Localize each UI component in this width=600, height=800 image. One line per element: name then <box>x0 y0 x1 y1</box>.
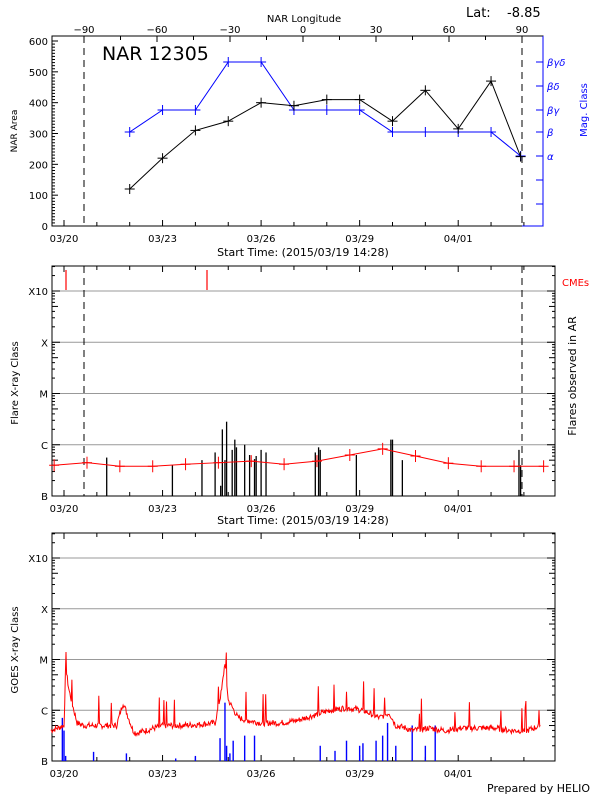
y-axis-label: GOES X-ray Class <box>10 606 21 693</box>
y-tick-label: X10 <box>28 554 48 565</box>
top-axis-label: NAR Longitude <box>267 14 341 25</box>
top-tick-label: −60 <box>146 25 167 36</box>
top-tick-label: 90 <box>516 25 529 36</box>
x-tick-label: 03/26 <box>247 234 276 245</box>
y-tick-label: M <box>39 656 48 667</box>
y-tick-label: 400 <box>29 99 48 110</box>
y-tick-label: M <box>39 390 48 401</box>
lat-value: -8.85 <box>507 6 541 21</box>
y-tick-label: X <box>41 605 48 616</box>
x-axis-label: Start Time: (2015/03/19 14:28) <box>217 514 389 527</box>
y2-axis-label: Mag. Class <box>579 83 590 137</box>
x-tick-label: 04/01 <box>444 769 473 780</box>
y-tick-label: C <box>41 706 48 717</box>
x-tick-label: 04/01 <box>444 504 473 515</box>
goes-long-line <box>50 651 541 737</box>
mag-tick-label: α <box>547 152 554 163</box>
x-tick-label: 03/29 <box>345 504 374 515</box>
y-axis-label: Flare X-ray Class <box>10 341 21 425</box>
plot-frame <box>51 532 556 762</box>
x-tick-label: 03/29 <box>345 769 374 780</box>
top-tick-label: −30 <box>219 25 240 36</box>
panel-title: NAR 12305 <box>102 43 209 65</box>
top-tick-label: 30 <box>370 25 383 36</box>
mag-tick-label: β <box>546 128 554 139</box>
x-tick-label: 03/23 <box>148 504 177 515</box>
x-tick-label: 03/20 <box>50 234 79 245</box>
panel-flares: B C M X X10 03/20 03/23 03/26 03/29 04/01 CMEs F… <box>10 265 589 527</box>
trend-line <box>54 448 544 467</box>
y-tick-label: X <box>41 338 48 349</box>
x-tick-label: 03/23 <box>148 769 177 780</box>
y-tick-label: X10 <box>28 287 48 298</box>
plot-frame <box>51 265 556 497</box>
cme-legend: CMEs <box>562 278 589 289</box>
x-tick-label: 03/20 <box>50 769 79 780</box>
top-tick-label: 60 <box>443 25 456 36</box>
y-tick-label: 600 <box>29 37 48 48</box>
x-tick-label: 03/26 <box>247 769 276 780</box>
y-tick-label: C <box>41 441 48 452</box>
panel-goes: B C M X X10 03/20 03/23 03/26 03/29 04/01 GOES X… <box>10 532 556 780</box>
x-tick-label: 03/20 <box>50 504 79 515</box>
y2-axis-label: Flares observed in AR <box>566 316 579 436</box>
mag-class-line <box>129 61 521 157</box>
mag-tick-label: βγ <box>546 106 560 117</box>
footer-credit: Prepared by HELIO <box>487 782 590 795</box>
area-line <box>129 80 522 190</box>
y-tick-label: B <box>41 492 48 503</box>
y-tick-label: 100 <box>29 191 48 202</box>
x-tick-label: 03/26 <box>247 504 276 515</box>
top-tick-label: 0 <box>300 25 306 36</box>
x-tick-label: 04/01 <box>444 234 473 245</box>
y-tick-label: 500 <box>29 68 48 79</box>
mag-tick-label: βδ <box>546 82 560 93</box>
y-tick-label: 200 <box>29 160 48 171</box>
x-tick-label: 03/29 <box>345 234 374 245</box>
top-tick-label: −90 <box>73 25 94 36</box>
y-tick-label: 300 <box>29 130 48 141</box>
y-tick-label: 0 <box>42 222 48 233</box>
x-tick-label: 03/23 <box>148 234 177 245</box>
mag-tick-label: βγδ <box>546 58 565 69</box>
lat-label: Lat: <box>466 6 491 21</box>
y-axis-label: NAR Area <box>10 110 20 153</box>
y-tick-label: B <box>41 757 48 768</box>
x-axis-label: Start Time: (2015/03/19 14:28) <box>217 246 389 259</box>
